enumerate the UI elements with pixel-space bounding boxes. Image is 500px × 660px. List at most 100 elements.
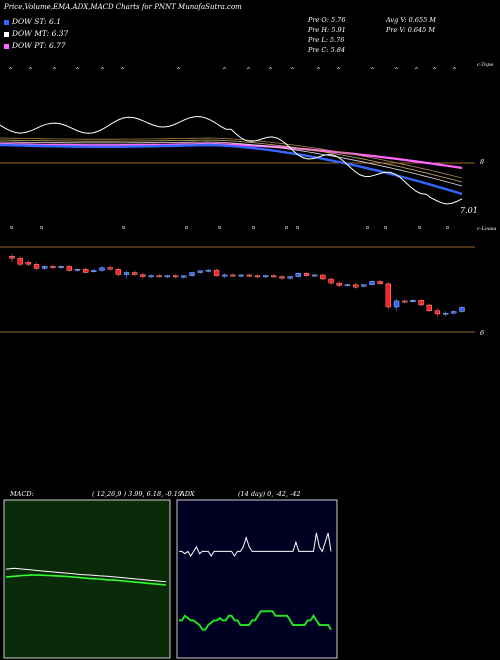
ema-mid-line-2 (0, 137, 463, 179)
marker-arrow: ^ (246, 67, 251, 74)
axis-label-8: 8 (480, 158, 485, 166)
candle-body (222, 274, 228, 277)
candle-body (213, 269, 220, 276)
ema-short-line (0, 143, 463, 196)
marker-arrow: ^ (75, 67, 80, 74)
marker-arrow: ^ (370, 67, 375, 74)
candle-body (140, 274, 146, 277)
marker-arrow: ^ (222, 67, 227, 74)
marker-circle: o (218, 225, 221, 231)
stat-prev-low: Pre L: 5.76 (308, 36, 345, 44)
legend-label-mid: DOW MT: 6.37 (12, 29, 69, 38)
marker-arrow: ^ (28, 67, 33, 74)
candle-body (50, 266, 56, 268)
adx-series-0 (179, 532, 332, 557)
stat-prev-high: Pre H: 5.91 (308, 26, 346, 34)
candle-body (418, 299, 424, 306)
candle-body (17, 258, 23, 265)
candle-body (197, 270, 203, 273)
candle-body (205, 269, 212, 272)
candle-body (369, 281, 375, 285)
legend-short: DOW ST: 6.1 (4, 17, 61, 26)
legend-swatch-mid (4, 31, 9, 37)
candle-body (344, 284, 351, 287)
price-last-label: 7.01 (460, 206, 478, 215)
macd-params: ( 12,26,9 ) 3.99, 6.18, -0.19 (92, 490, 182, 498)
axis-label-6: 6 (480, 329, 485, 337)
marker-circle: o (384, 225, 387, 231)
candle-body (377, 281, 383, 285)
candle-body (25, 262, 32, 265)
macd-series-1 (5, 574, 167, 586)
candle-body (426, 304, 432, 311)
candle-body (66, 266, 72, 271)
candle-body (230, 274, 236, 277)
marker-arrow: ^ (452, 67, 457, 74)
candle-body (271, 275, 277, 278)
ema-mid-line-1 (0, 139, 463, 183)
marker-arrow: ^ (100, 67, 105, 74)
chart-title: Price,Volume,EMA,ADX,MACD Charts for PNN… (4, 3, 242, 11)
candle-body (385, 283, 392, 308)
ema-long-line (0, 142, 463, 170)
candle-body (312, 274, 318, 277)
candle-body (156, 275, 162, 278)
legend-swatch-short (4, 19, 9, 25)
price-line (0, 116, 463, 205)
candle-body (123, 272, 130, 275)
adx-series-1 (179, 610, 332, 631)
marker-circle: o (122, 225, 125, 231)
candle-body (246, 274, 252, 277)
marker-circle: o (285, 225, 288, 231)
stat-avg-volume: Avg V: 0.655 M (386, 16, 436, 24)
candle-body (287, 276, 293, 279)
legend-label-long: DOW PT: 6.77 (12, 41, 66, 50)
candle-body (82, 269, 89, 273)
candle-body (9, 256, 15, 259)
macd-title: MACD: (10, 490, 34, 498)
candle-body (459, 307, 465, 312)
legend-label-short: DOW ST: 6.1 (12, 17, 61, 26)
candle-body (303, 273, 310, 276)
candle-body (442, 312, 449, 315)
mid-right-label: c-Loasa (477, 226, 497, 232)
marker-arrow: ^ (52, 67, 57, 74)
candle-body (107, 267, 113, 270)
macd-series-0 (5, 567, 167, 583)
candle-body (393, 300, 400, 308)
candle-body (352, 284, 359, 288)
marker-circle: o (418, 225, 421, 231)
adx-panel (176, 499, 338, 659)
marker-arrow: ^ (414, 67, 419, 74)
candle-body (262, 275, 269, 278)
upper-right-label: c-Tope (477, 62, 494, 68)
stat-prev-close: Pre C: 5.84 (308, 46, 346, 54)
candle-body (320, 274, 326, 280)
candle-body (181, 275, 187, 278)
candle-body (132, 272, 138, 275)
marker-arrow: ^ (268, 67, 273, 74)
candle-body (42, 266, 48, 269)
stat-prev-open: Pre O: 5.76 (308, 16, 346, 24)
candle-body (99, 267, 105, 271)
marker-arrow: ^ (176, 67, 181, 74)
marker-arrow: ^ (290, 67, 295, 74)
candle-body (189, 272, 195, 276)
candle-body (74, 269, 81, 271)
candle-body (91, 270, 97, 272)
legend-long: DOW PT: 6.77 (4, 41, 66, 50)
candle-body (336, 282, 342, 286)
marker-arrow: ^ (120, 67, 125, 74)
marker-arrow: ^ (316, 67, 321, 74)
candle-body (451, 311, 457, 314)
candle-body (58, 266, 64, 268)
adx-params: (14 day) 0, -42, -42 (238, 490, 301, 498)
marker-circle: o (366, 225, 369, 231)
marker-circle: o (185, 225, 188, 231)
marker-arrow: ^ (394, 67, 399, 74)
candle-body (295, 273, 302, 277)
marker-arrow: ^ (336, 67, 341, 74)
legend-mid: DOW MT: 6.37 (4, 29, 68, 38)
candle-body (328, 278, 334, 284)
candle-body (238, 274, 244, 277)
